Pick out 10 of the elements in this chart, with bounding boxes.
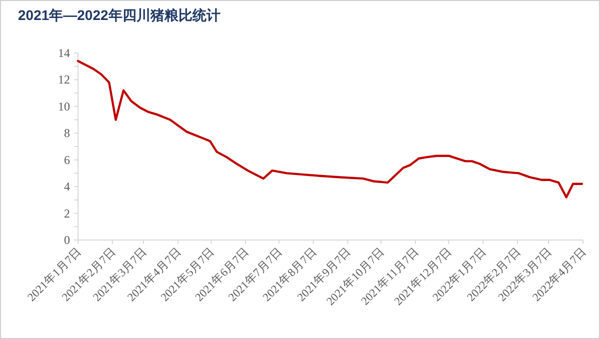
y-tick-label: 2	[64, 206, 70, 220]
y-tick-label: 6	[64, 152, 70, 167]
y-tick-label: 0	[64, 233, 70, 247]
y-tick-label: 12	[58, 72, 70, 87]
y-tick-label: 10	[58, 99, 70, 114]
line-series	[76, 60, 583, 198]
y-tick-label: 4	[64, 180, 70, 194]
y-tick-label: 8	[64, 126, 70, 140]
chart-title: 2021年—2022年四川猪粮比统计	[18, 7, 220, 23]
y-tick-label: 14	[58, 46, 70, 60]
